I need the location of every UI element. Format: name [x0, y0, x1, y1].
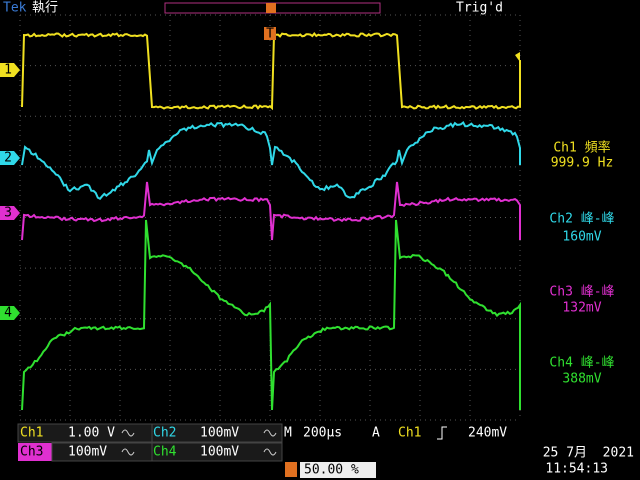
waveforms	[21, 32, 521, 411]
ch2-waveform	[21, 120, 521, 201]
measurement-value: 388mV	[562, 372, 601, 387]
ch1-marker-bg	[0, 63, 20, 77]
ch4-name: Ch4	[153, 445, 177, 460]
time: 11:54:13	[545, 462, 608, 477]
ch3-marker: 3	[4, 206, 12, 221]
trigger-source: Ch1	[398, 426, 421, 441]
trigger-mode: A	[372, 426, 380, 441]
trigger-level: 240mV	[468, 426, 507, 441]
measurement-label: Ch4 峰-峰	[549, 356, 614, 371]
trigger-status: Trig'd	[456, 1, 503, 16]
timebase-prefix: M	[284, 426, 292, 441]
ch4-marker-bg	[0, 306, 20, 320]
date: 25 7月 2021	[543, 446, 634, 461]
measurement-label: Ch3 峰-峰	[549, 285, 614, 300]
ch4-setting-box	[151, 442, 283, 462]
ch4-waveform	[21, 219, 521, 411]
trigger-marker: T	[266, 27, 274, 42]
edge-icon	[437, 426, 447, 440]
view-window	[266, 3, 276, 13]
measurement-value: 999.9 Hz	[551, 156, 614, 171]
measurement-value: 132mV	[562, 301, 601, 316]
trigger-position-box	[300, 462, 376, 478]
trigger-position-icon	[285, 462, 297, 477]
ch2-setting-box	[151, 423, 283, 443]
ch2-marker-bg	[0, 151, 20, 165]
ch1-marker: 1	[4, 63, 12, 78]
ch3-waveform	[21, 181, 521, 241]
trigger-position: 50.00 %	[304, 463, 359, 478]
ch2-scale: 100mV	[200, 426, 239, 441]
bw-icon	[121, 448, 277, 456]
ch3-marker-bg	[0, 206, 20, 220]
ch1-waveform	[21, 32, 521, 111]
bw-icon	[121, 429, 277, 437]
ch2-marker: 2	[4, 151, 12, 166]
ch1-scale: 1.00 V	[68, 426, 115, 441]
measurement-label: Ch2 峰-峰	[549, 212, 614, 227]
measurement-value: 160mV	[562, 230, 601, 245]
ch4-marker: 4	[4, 306, 12, 321]
ch3-name-bg	[18, 443, 52, 461]
ch3-name: Ch3	[20, 445, 43, 460]
timebase: 200µs	[303, 426, 342, 441]
brand: Tek	[3, 1, 27, 16]
ch1-name: Ch1	[20, 426, 43, 441]
run-status: 執行	[32, 0, 58, 16]
measurement-label: Ch1 頻率	[553, 140, 610, 156]
trigger-marker-box	[264, 27, 276, 40]
ch2-name: Ch2	[153, 426, 176, 441]
ch3-scale: 100mV	[68, 445, 107, 460]
ch4-scale: 100mV	[200, 445, 239, 460]
trigger-level-marker	[515, 52, 520, 62]
